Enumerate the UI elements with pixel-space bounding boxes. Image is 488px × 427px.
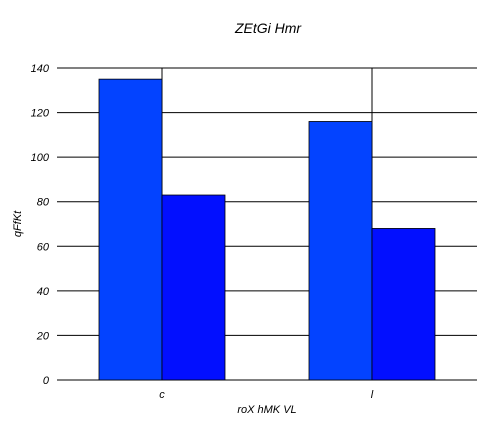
- bar-series2-c: [161, 194, 226, 381]
- y-tick-label: 20: [36, 330, 50, 342]
- x-tick-label: c: [159, 389, 165, 401]
- y-tick-labels: 0 20 40 60 80 100 120 140: [31, 63, 50, 387]
- bar-series2-l: [371, 228, 436, 381]
- x-tick-label: l: [371, 389, 374, 401]
- bar-series1-l: [308, 121, 373, 381]
- y-tick-label: 60: [37, 241, 50, 253]
- y-tick-label: 100: [31, 152, 50, 164]
- bars: [98, 78, 436, 381]
- x-axis-label: roX hMK VL: [237, 404, 296, 416]
- y-tick-label: 80: [37, 197, 50, 209]
- y-tick-label: 0: [43, 375, 50, 387]
- y-tick-label: 120: [31, 108, 50, 120]
- y-axis-label: qFfKt: [12, 210, 24, 237]
- y-tick-label: 40: [37, 286, 50, 298]
- bar-series1-c: [98, 78, 163, 381]
- chart-title: ZEtGi Hmr: [234, 20, 302, 36]
- y-tick-label: 140: [31, 63, 50, 75]
